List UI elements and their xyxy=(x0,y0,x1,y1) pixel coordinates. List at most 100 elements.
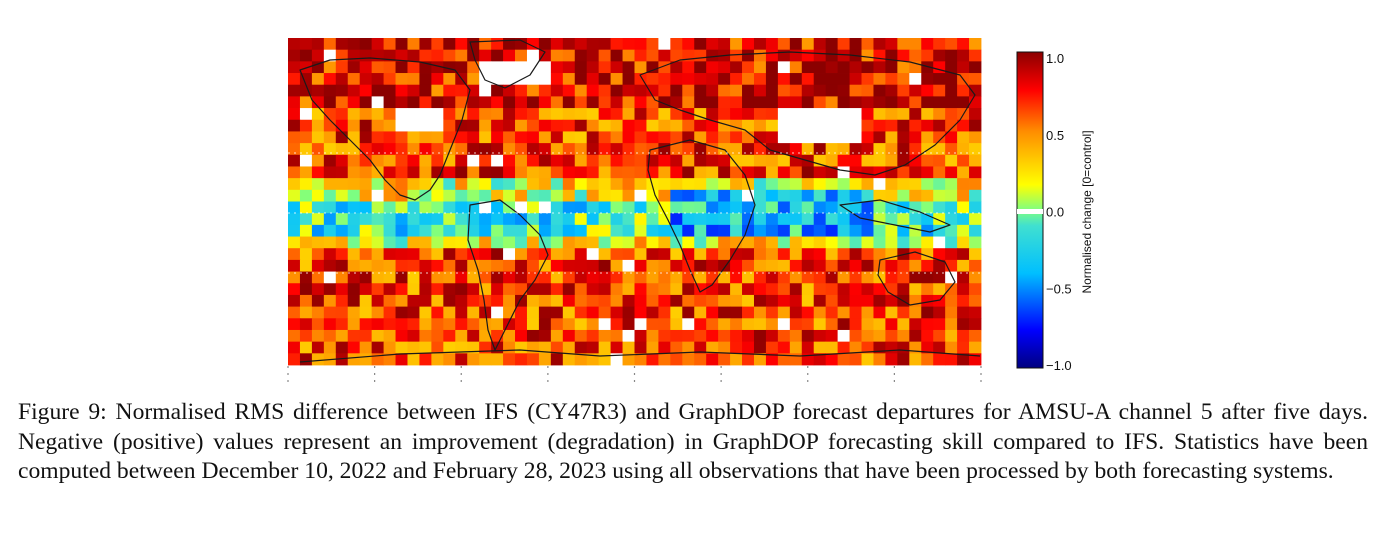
map-cell xyxy=(969,166,982,179)
map-cell xyxy=(933,166,946,179)
map-cell xyxy=(323,236,337,249)
map-cell xyxy=(933,283,946,296)
map-cell xyxy=(634,248,647,261)
map-cell xyxy=(622,329,635,343)
map-cell xyxy=(347,166,361,179)
map-cell xyxy=(479,236,492,249)
map-cell xyxy=(694,38,707,51)
map-cell xyxy=(646,283,659,296)
map-cell xyxy=(479,224,492,237)
map-cell xyxy=(718,283,731,296)
map-cell xyxy=(347,73,361,86)
map-cell xyxy=(634,341,647,354)
map-cell xyxy=(753,154,767,167)
map-cell xyxy=(921,318,934,331)
map-cell xyxy=(515,318,528,331)
map-cell xyxy=(921,84,934,97)
map-cell xyxy=(538,38,552,51)
map-cell xyxy=(407,131,420,144)
map-cell xyxy=(765,259,779,272)
map-cell xyxy=(526,201,540,214)
map-cell xyxy=(670,119,683,132)
map-cell xyxy=(694,248,707,261)
map-cell xyxy=(503,178,516,191)
map-cell xyxy=(467,318,480,331)
map-cell xyxy=(467,166,480,179)
map-cell xyxy=(813,96,827,109)
map-cell xyxy=(610,189,623,202)
map-cell xyxy=(562,341,576,354)
map-cell xyxy=(634,236,647,249)
map-cell xyxy=(550,154,564,167)
map-cell xyxy=(407,73,420,86)
map-cell xyxy=(574,201,588,214)
map-cell xyxy=(586,294,600,308)
map-cell xyxy=(765,341,779,354)
map-cell xyxy=(610,329,623,343)
map-cell xyxy=(957,213,970,226)
map-cell xyxy=(789,178,803,191)
map-cell xyxy=(945,131,958,144)
map-cell xyxy=(873,248,886,261)
map-cell xyxy=(861,248,874,261)
map-cell xyxy=(801,224,815,237)
map-cell xyxy=(658,166,671,179)
map-cell xyxy=(957,84,970,97)
map-cell xyxy=(323,189,337,202)
map-cell xyxy=(753,189,767,202)
map-cell xyxy=(610,294,623,308)
map-cell xyxy=(885,236,898,249)
map-cell xyxy=(288,236,301,249)
map-cell xyxy=(598,236,612,249)
map-cell xyxy=(299,318,313,331)
map-cell xyxy=(789,271,803,284)
map-cell xyxy=(897,259,910,272)
map-cell xyxy=(742,61,755,74)
map-cell xyxy=(813,84,827,97)
map-cell xyxy=(718,306,731,319)
map-cell xyxy=(610,38,623,51)
map-cell xyxy=(335,119,349,132)
map-cell xyxy=(467,213,480,226)
map-cell xyxy=(383,318,396,331)
map-cell xyxy=(933,201,946,214)
map-cell xyxy=(562,49,576,62)
map-cell xyxy=(610,166,623,179)
map-cell xyxy=(598,178,612,191)
map-cell xyxy=(467,143,480,156)
map-cell xyxy=(718,38,731,51)
map-cell xyxy=(861,283,874,296)
map-cell xyxy=(753,84,767,97)
map-cell xyxy=(610,271,623,284)
coastline-antarctica xyxy=(299,349,981,363)
map-cell xyxy=(694,131,707,144)
map-cell xyxy=(969,341,982,354)
map-cell xyxy=(407,143,420,156)
map-cell xyxy=(479,166,492,179)
map-cell xyxy=(825,143,839,156)
map-cell xyxy=(431,143,444,156)
map-cell xyxy=(407,38,420,51)
map-cell xyxy=(419,329,432,343)
map-cell xyxy=(359,119,373,132)
map-cell xyxy=(610,154,623,167)
map-cell xyxy=(371,294,384,308)
map-cell xyxy=(359,108,373,121)
map-cell xyxy=(694,166,707,179)
map-cell xyxy=(526,353,540,366)
map-cell xyxy=(407,306,420,319)
map-cell xyxy=(443,49,456,62)
map-cell xyxy=(443,248,456,261)
map-cell xyxy=(730,96,743,109)
map-cell xyxy=(323,329,337,343)
map-cell xyxy=(598,131,612,144)
map-cell xyxy=(694,49,707,62)
map-cell xyxy=(323,294,337,308)
map-cell xyxy=(610,178,623,191)
map-cell xyxy=(837,84,850,97)
map-cell xyxy=(323,271,337,284)
map-cell xyxy=(383,154,396,167)
map-cell xyxy=(909,283,922,296)
map-cell xyxy=(395,224,408,237)
map-cell xyxy=(586,131,600,144)
